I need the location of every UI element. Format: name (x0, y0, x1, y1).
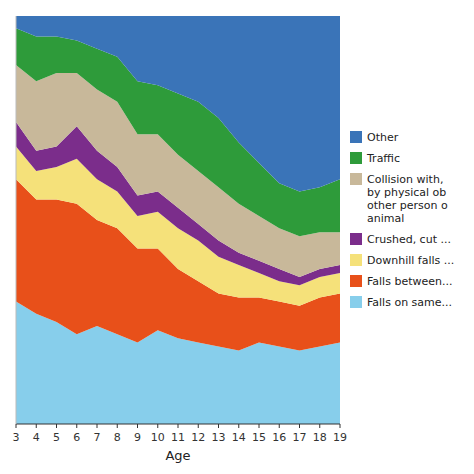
tick-mark (299, 424, 300, 428)
legend-label-line: Traffic (366, 152, 400, 165)
legend-label-line: animal (367, 212, 404, 225)
legend: Other Traffic Collision with,by physical o… (350, 131, 454, 309)
legend-swatch (350, 173, 362, 185)
tick-label: 16 (272, 431, 286, 444)
tick-mark (137, 424, 138, 428)
tick-label: 18 (313, 431, 327, 444)
chart: 3456 789 10 11 12 13 14 15 16 17 18 19 Age Other Traff… (0, 0, 474, 474)
tick-mark (157, 424, 158, 428)
legend-item: Falls between... (350, 275, 452, 288)
legend-label: Collision with,by physical obother perso… (367, 173, 448, 225)
legend-swatch (350, 296, 362, 308)
legend-label-line: Crushed, cut ... (367, 233, 451, 246)
tick-label: 15 (252, 431, 266, 444)
tick-label: 12 (191, 431, 205, 444)
tick-mark (259, 424, 260, 428)
tick-label: 7 (94, 431, 101, 444)
tick-mark (319, 424, 320, 428)
legend-label: Downhill falls ... (367, 254, 454, 267)
legend-label-line: Other (367, 131, 399, 144)
legend-item: Collision with,by physical obother perso… (350, 173, 448, 225)
legend-swatch (350, 275, 362, 287)
legend-label: Other (367, 131, 399, 144)
tick-mark (117, 424, 118, 428)
tick-label: 17 (293, 431, 307, 444)
tick-mark (238, 424, 239, 428)
legend-item: Downhill falls ... (350, 254, 454, 267)
tick-label: 6 (73, 431, 80, 444)
tick-mark (178, 424, 179, 428)
legend-label-line: Falls between... (367, 275, 452, 288)
tick-label: 10 (151, 431, 165, 444)
legend-label-line: by physical ob (367, 186, 446, 199)
legend-label-line: other person o (367, 199, 448, 212)
legend-label: Falls between... (367, 275, 452, 288)
tick-mark (279, 424, 280, 428)
x-axis-label: Age (165, 448, 190, 463)
tick-mark (198, 424, 199, 428)
tick-label: 14 (232, 431, 246, 444)
legend-swatch (350, 131, 362, 143)
legend-label-line: Falls on same... (367, 296, 452, 309)
legend-label: Traffic (366, 152, 400, 165)
legend-item: Crushed, cut ... (350, 233, 451, 246)
tick-label: 13 (212, 431, 226, 444)
legend-swatch (350, 233, 362, 245)
legend-swatch (350, 254, 362, 266)
legend-item: Traffic (350, 152, 400, 165)
tick-label: 3 (13, 431, 20, 444)
x-axis: 3456 789 10 11 12 13 14 15 16 17 18 19 (13, 424, 348, 444)
tick-mark (218, 424, 219, 428)
tick-mark (16, 424, 17, 428)
tick-label: 11 (171, 431, 185, 444)
legend-label: Falls on same... (367, 296, 452, 309)
legend-label: Crushed, cut ... (367, 233, 451, 246)
tick-label: 4 (33, 431, 40, 444)
tick-label: 5 (53, 431, 60, 444)
tick-mark (36, 424, 37, 428)
tick-mark (340, 424, 341, 428)
tick-mark (97, 424, 98, 428)
tick-label: 9 (134, 431, 141, 444)
legend-item: Falls on same... (350, 296, 452, 309)
legend-item: Other (350, 131, 399, 144)
y-axis (16, 16, 17, 424)
legend-label-line: Downhill falls ... (367, 254, 454, 267)
tick-mark (76, 424, 77, 428)
tick-label: 8 (114, 431, 121, 444)
axis-line (16, 16, 17, 424)
tick-label: 19 (333, 431, 347, 444)
tick-mark (56, 424, 57, 428)
legend-label-line: Collision with, (367, 173, 443, 186)
legend-swatch (350, 152, 362, 164)
area (16, 16, 340, 191)
plot-area (16, 16, 340, 424)
